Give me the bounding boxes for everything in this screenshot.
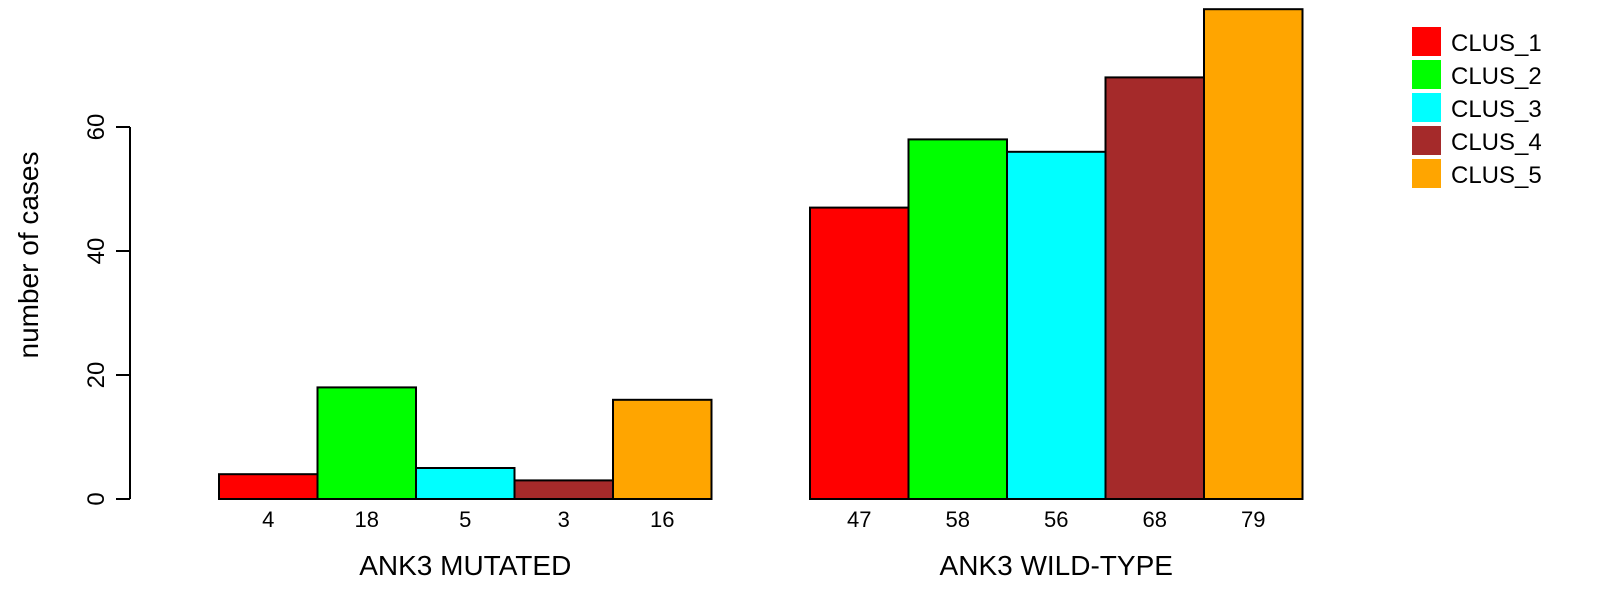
- value-labels: 4 18 5 3 16 47 58 56 68 79: [262, 507, 1265, 532]
- legend: CLUS_1 CLUS_2 CLUS_3 CLUS_4 CLUS_5: [1412, 27, 1542, 189]
- bar-value-label: 68: [1143, 507, 1167, 532]
- legend-label: CLUS_1: [1451, 30, 1542, 57]
- y-axis: 0 20 40 60: [83, 114, 131, 506]
- bar-value-label: 4: [262, 507, 274, 532]
- bar-clus-1: [218, 473, 319, 501]
- bar-value-label: 18: [355, 507, 379, 532]
- bar-clus-5: [1203, 8, 1304, 500]
- legend-swatch: [1412, 159, 1441, 188]
- y-axis-title: number of cases: [13, 152, 44, 359]
- y-tick-label: 20: [83, 362, 110, 389]
- legend-swatch: [1412, 93, 1441, 122]
- bar-clus-4: [1104, 76, 1205, 501]
- bar-clus-3: [415, 467, 516, 500]
- bar-clus-2: [316, 386, 417, 500]
- y-tick-label: 0: [83, 492, 110, 505]
- legend-label: CLUS_4: [1451, 129, 1542, 156]
- bar-value-label: 3: [558, 507, 570, 532]
- bar-value-label: 58: [946, 507, 970, 532]
- bar-clus-3: [1006, 150, 1107, 501]
- bar-clus-2: [907, 138, 1008, 500]
- bar-clus-5: [612, 398, 713, 500]
- legend-label: CLUS_2: [1451, 63, 1542, 90]
- bar-clus-1: [809, 206, 910, 500]
- legend-label: CLUS_5: [1451, 162, 1542, 189]
- legend-label: CLUS_3: [1451, 96, 1542, 123]
- bar-value-label: 5: [459, 507, 471, 532]
- bar-value-label: 47: [847, 507, 871, 532]
- bar-value-label: 16: [650, 507, 674, 532]
- group-label: ANK3 WILD-TYPE: [940, 550, 1173, 581]
- legend-swatch: [1412, 126, 1441, 155]
- y-tick-label: 60: [83, 114, 110, 141]
- legend-swatch: [1412, 27, 1441, 56]
- bar-clus-4: [513, 479, 614, 500]
- group-label: ANK3 MUTATED: [359, 550, 571, 581]
- y-tick-label: 40: [83, 238, 110, 265]
- bars: [218, 8, 1304, 501]
- legend-swatch: [1412, 60, 1441, 89]
- bar-value-label: 79: [1241, 507, 1265, 532]
- group-labels: ANK3 MUTATED ANK3 WILD-TYPE: [359, 550, 1173, 581]
- bar-value-label: 56: [1044, 507, 1068, 532]
